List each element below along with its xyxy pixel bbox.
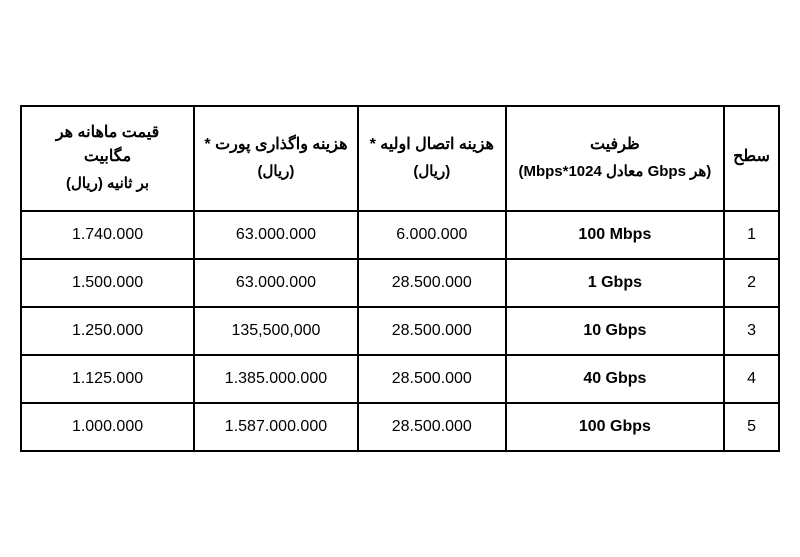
header-port-sub: (ریال)	[203, 161, 349, 184]
header-initial-sub: (ریال)	[367, 161, 497, 184]
cell-capacity: 1 Gbps	[506, 259, 724, 307]
table-row: 5 100 Gbps 28.500.000 1.587.000.000 1.00…	[21, 403, 779, 451]
cell-level: 4	[724, 355, 779, 403]
cell-capacity: 10 Gbps	[506, 307, 724, 355]
header-port-main: هزینه واگذاری پورت *	[203, 133, 349, 157]
header-level: سطح	[724, 106, 779, 211]
cell-capacity: 40 Gbps	[506, 355, 724, 403]
header-initial-main: هزینه اتصال اولیه *	[367, 133, 497, 157]
cell-level: 1	[724, 211, 779, 259]
cell-initial-cost: 28.500.000	[358, 355, 506, 403]
cell-port-cost: 63.000.000	[194, 211, 358, 259]
table-row: 3 10 Gbps 28.500.000 135,500,000 1.250.0…	[21, 307, 779, 355]
cell-capacity: 100 Gbps	[506, 403, 724, 451]
table-header-row: سطح ظرفیت (هر Gbps معادل Mbps*1024) هزین…	[21, 106, 779, 211]
table-body: 1 100 Mbps 6.000.000 63.000.000 1.740.00…	[21, 211, 779, 451]
pricing-table-container: سطح ظرفیت (هر Gbps معادل Mbps*1024) هزین…	[20, 105, 780, 452]
cell-monthly-price: 1.000.000	[21, 403, 194, 451]
header-capacity-main: ظرفیت	[515, 133, 715, 157]
header-monthly-price: قیمت ماهانه هر مگابیت بر ثانیه (ریال)	[21, 106, 194, 211]
cell-level: 2	[724, 259, 779, 307]
header-level-main: سطح	[733, 145, 770, 169]
cell-initial-cost: 28.500.000	[358, 307, 506, 355]
cell-initial-cost: 6.000.000	[358, 211, 506, 259]
cell-port-cost: 1.385.000.000	[194, 355, 358, 403]
header-monthly-main: قیمت ماهانه هر مگابیت	[30, 121, 185, 169]
cell-monthly-price: 1.500.000	[21, 259, 194, 307]
header-capacity-sub: (هر Gbps معادل Mbps*1024)	[515, 161, 715, 184]
cell-port-cost: 135,500,000	[194, 307, 358, 355]
cell-level: 5	[724, 403, 779, 451]
header-port-cost: هزینه واگذاری پورت * (ریال)	[194, 106, 358, 211]
cell-monthly-price: 1.740.000	[21, 211, 194, 259]
cell-capacity: 100 Mbps	[506, 211, 724, 259]
header-monthly-sub: بر ثانیه (ریال)	[30, 173, 185, 196]
cell-monthly-price: 1.250.000	[21, 307, 194, 355]
cell-port-cost: 1.587.000.000	[194, 403, 358, 451]
cell-level: 3	[724, 307, 779, 355]
table-row: 2 1 Gbps 28.500.000 63.000.000 1.500.000	[21, 259, 779, 307]
table-row: 4 40 Gbps 28.500.000 1.385.000.000 1.125…	[21, 355, 779, 403]
cell-initial-cost: 28.500.000	[358, 259, 506, 307]
pricing-table: سطح ظرفیت (هر Gbps معادل Mbps*1024) هزین…	[20, 105, 780, 452]
header-initial-cost: هزینه اتصال اولیه * (ریال)	[358, 106, 506, 211]
header-capacity: ظرفیت (هر Gbps معادل Mbps*1024)	[506, 106, 724, 211]
cell-port-cost: 63.000.000	[194, 259, 358, 307]
cell-monthly-price: 1.125.000	[21, 355, 194, 403]
table-row: 1 100 Mbps 6.000.000 63.000.000 1.740.00…	[21, 211, 779, 259]
cell-initial-cost: 28.500.000	[358, 403, 506, 451]
